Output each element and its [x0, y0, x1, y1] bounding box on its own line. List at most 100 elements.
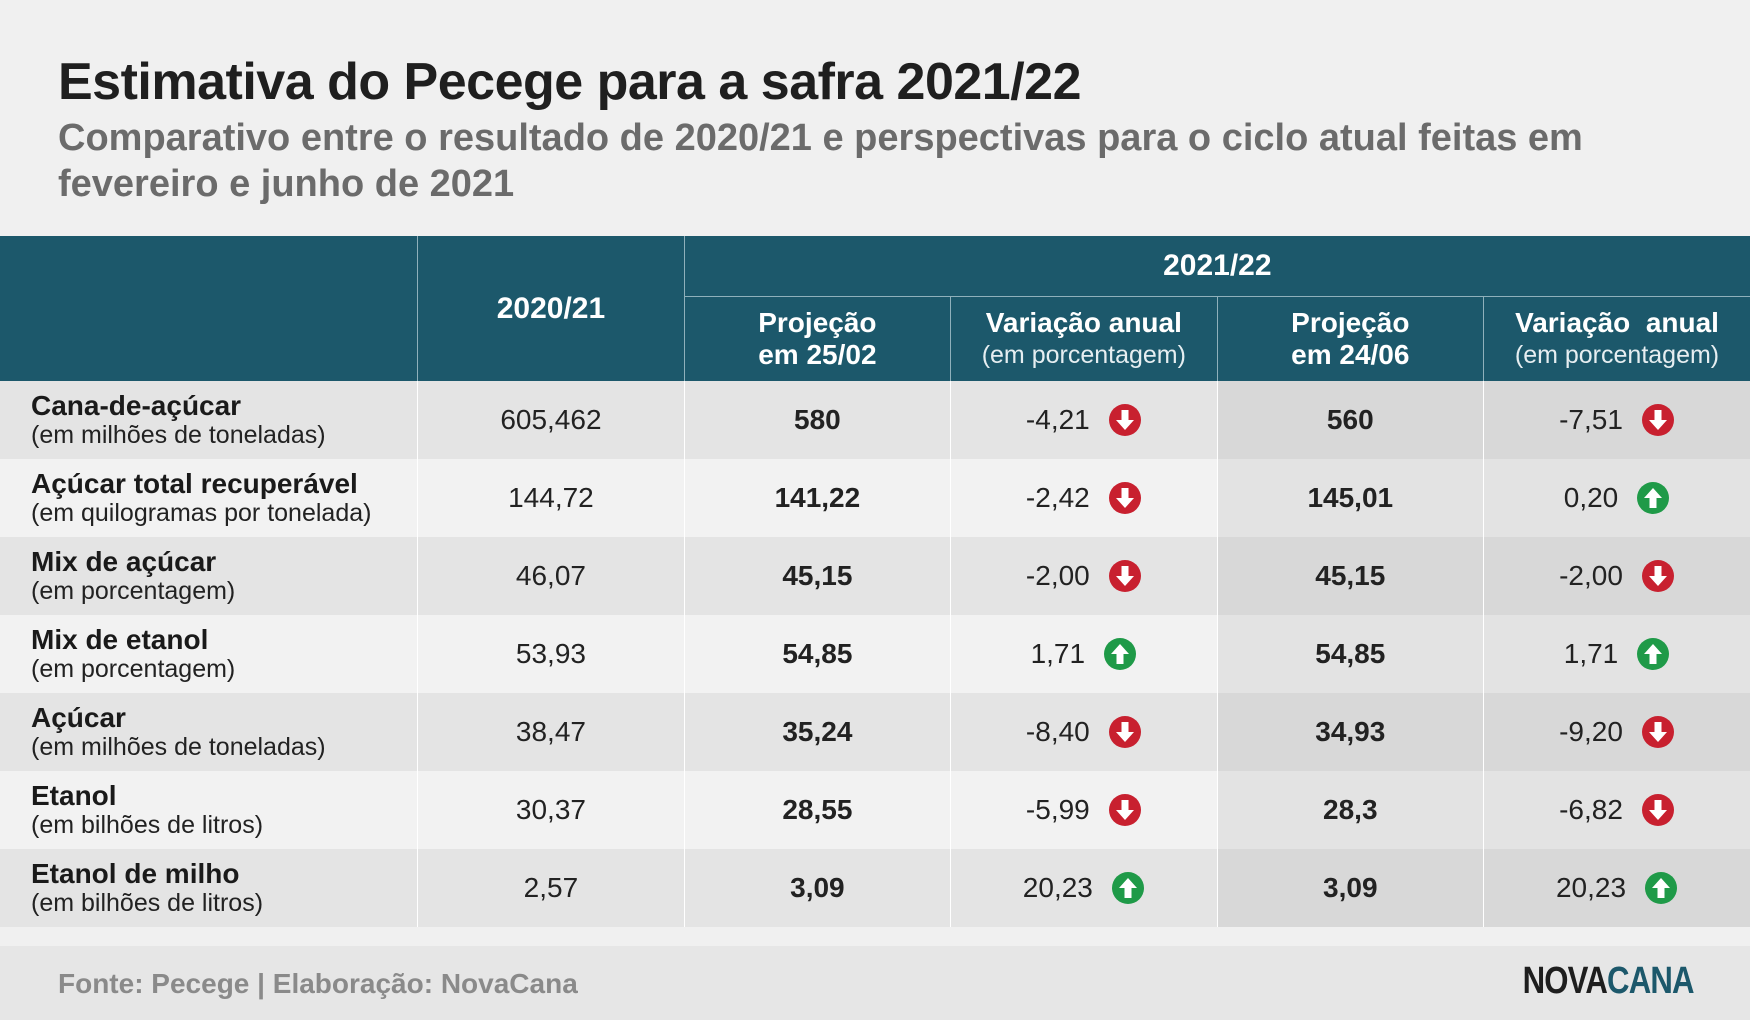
variation-feb-value: -4,21: [1025, 404, 1090, 435]
value-2020-21-cell: 2,57: [417, 849, 685, 927]
header-variation-jun: Variação anual (em porcentagem): [1483, 296, 1750, 381]
chart-subtitle: Comparativo entre o resultado de 2020/21…: [58, 117, 1583, 205]
row-label-cell: Açúcar (em milhões de toneladas): [0, 693, 418, 771]
variation-jun-value: -6,82: [1559, 794, 1623, 825]
header-blank-cell: [0, 236, 418, 381]
arrow-up-icon: [1637, 482, 1670, 514]
variation-jun-cell: -6,82: [1483, 771, 1750, 849]
row-name: Açúcar total recuperável: [31, 468, 358, 499]
arrow-down-icon: [1108, 794, 1141, 826]
variation-feb-cell: -8,40: [950, 693, 1218, 771]
arrow-down-icon: [1108, 404, 1141, 436]
variation-jun-group: -9,20: [1559, 715, 1675, 749]
row-name: Mix de açúcar: [31, 546, 217, 577]
variation-feb-value: 1,71: [1030, 638, 1086, 669]
value-2020-21-cell: 46,07: [417, 537, 685, 615]
row-unit: (em quilogramas por tonelada): [31, 499, 372, 527]
row-unit: (em porcentagem): [31, 655, 236, 683]
header-variation-feb: Variação anual (em porcentagem): [950, 296, 1218, 381]
projection-feb-value: 54,85: [782, 638, 853, 669]
projection-jun-value: 560: [1326, 404, 1374, 435]
projection-jun-value: 145,01: [1307, 482, 1394, 513]
value-2020-21: 2,57: [523, 872, 579, 903]
value-2020-21-cell: 605,462: [417, 381, 685, 459]
arrow-up-icon: [1645, 872, 1678, 904]
value-2020-21-cell: 38,47: [417, 693, 685, 771]
table-row: Mix de açúcar (em porcentagem) 46,07 45,15 -…: [0, 537, 1750, 615]
header-variation-jun-unit: (em porcentagem): [1514, 341, 1720, 369]
variation-feb-cell: -5,99: [950, 771, 1218, 849]
projection-jun-value: 45,15: [1315, 560, 1386, 591]
variation-feb-value: -2,42: [1025, 482, 1090, 513]
value-2020-21: 144,72: [508, 482, 594, 513]
value-2020-21-cell: 30,37: [417, 771, 685, 849]
variation-jun-value: 0,20: [1563, 482, 1619, 513]
projection-jun-value: 28,3: [1323, 794, 1378, 825]
row-name: Açúcar: [31, 702, 126, 733]
variation-feb-group: -8,40: [1026, 715, 1142, 749]
variation-feb-value: -2,00: [1025, 560, 1090, 591]
table-row: Mix de etanol (em porcentagem) 53,93 54,85 1…: [0, 615, 1750, 693]
projection-feb-cell: 28,55: [683, 771, 951, 849]
variation-jun-cell: -2,00: [1483, 537, 1750, 615]
projection-jun-value: 54,85: [1315, 638, 1386, 669]
table-row: Açúcar (em milhões de toneladas) 38,47 35,2…: [0, 693, 1750, 771]
value-2020-21-cell: 144,72: [417, 459, 685, 537]
projection-jun-cell: 34,93: [1216, 693, 1484, 771]
data-table: 2020/21 2021/22 Projeção em 25/02 Variaç…: [0, 236, 1750, 927]
variation-feb-cell: 20,23: [950, 849, 1218, 927]
variation-jun-value: -7,51: [1559, 404, 1623, 435]
variation-jun-group: 20,23: [1556, 871, 1678, 905]
header-variation-jun-label: Variação anual: [1515, 307, 1719, 338]
logo-part-cana: CANA: [1607, 960, 1695, 1002]
row-unit: (em bilhões de litros): [31, 811, 264, 839]
projection-jun-cell: 28,3: [1216, 771, 1484, 849]
projection-jun-value: 34,93: [1315, 716, 1386, 747]
arrow-up-icon: [1637, 638, 1670, 670]
row-label-cell: Mix de etanol (em porcentagem): [0, 615, 418, 693]
variation-feb-group: -2,00: [1026, 559, 1142, 593]
header-variation-feb-unit: (em porcentagem): [981, 341, 1186, 369]
row-label-cell: Cana-de-açúcar (em milhões de toneladas): [0, 381, 418, 459]
variation-feb-cell: -2,00: [950, 537, 1218, 615]
value-2020-21: 53,93: [515, 638, 586, 669]
projection-feb-cell: 45,15: [683, 537, 951, 615]
projection-feb-value: 580: [794, 404, 841, 435]
variation-feb-value: 20,23: [1022, 872, 1093, 903]
variation-jun-cell: 0,20: [1483, 459, 1750, 537]
table-row: Açúcar total recuperável (em quilogramas …: [0, 459, 1750, 537]
row-unit: (em milhões de toneladas): [31, 733, 326, 761]
variation-jun-group: 1,71: [1564, 637, 1671, 671]
arrow-down-icon: [1641, 794, 1674, 826]
projection-feb-value: 141,22: [774, 482, 861, 513]
header-projection-jun-date: em 24/06: [1291, 339, 1410, 370]
projection-jun-cell: 3,09: [1216, 849, 1484, 927]
row-name: Mix de etanol: [31, 624, 209, 655]
variation-jun-value: 20,23: [1555, 872, 1627, 903]
projection-feb-cell: 35,24: [683, 693, 951, 771]
value-2020-21: 46,07: [515, 560, 586, 591]
logo-part-nova: NOVA: [1522, 960, 1608, 1002]
variation-jun-group: -7,51: [1559, 403, 1675, 437]
projection-jun-value: 3,09: [1323, 872, 1378, 903]
row-label-cell: Etanol (em bilhões de litros): [0, 771, 418, 849]
value-2020-21: 38,47: [515, 716, 586, 747]
projection-feb-cell: 141,22: [683, 459, 951, 537]
variation-feb-group: 20,23: [1023, 871, 1145, 905]
variation-feb-cell: -2,42: [950, 459, 1218, 537]
table-row: Cana-de-açúcar (em milhões de toneladas) 6…: [0, 381, 1750, 459]
header-projection-jun: Projeção em 24/06: [1216, 296, 1484, 381]
value-2020-21-cell: 53,93: [417, 615, 685, 693]
projection-jun-cell: 45,15: [1216, 537, 1484, 615]
variation-jun-cell: -7,51: [1483, 381, 1750, 459]
projection-jun-cell: 560: [1216, 381, 1484, 459]
row-unit: (em milhões de toneladas): [31, 421, 326, 449]
row-label-cell: Mix de açúcar (em porcentagem): [0, 537, 418, 615]
header-season-2021-22: 2021/22: [683, 236, 1750, 297]
projection-feb-cell: 54,85: [683, 615, 951, 693]
variation-jun-group: -2,00: [1559, 559, 1675, 593]
arrow-down-icon: [1641, 716, 1674, 748]
header-projection-feb-label: Projeção: [758, 307, 877, 338]
value-2020-21: 30,37: [515, 794, 586, 825]
projection-feb-cell: 3,09: [683, 849, 951, 927]
